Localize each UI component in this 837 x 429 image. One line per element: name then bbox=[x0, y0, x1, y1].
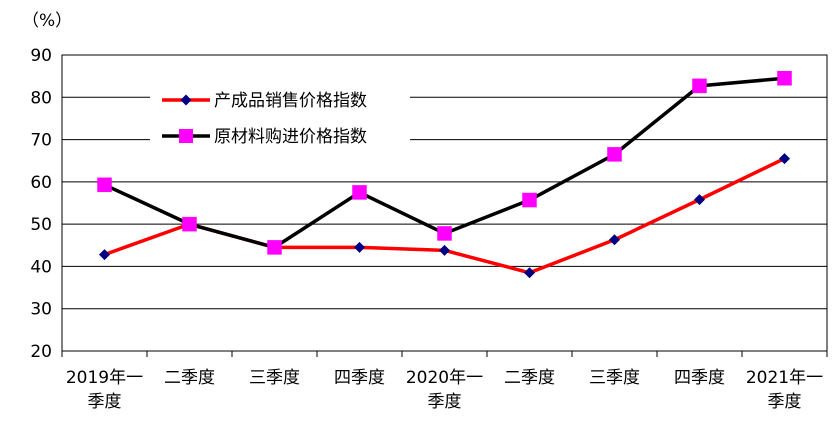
y-tick-labels: 20 30 40 50 60 70 80 90 bbox=[30, 46, 52, 362]
legend-label-1: 原材料购进价格指数 bbox=[214, 127, 367, 147]
series-0-point bbox=[694, 194, 705, 206]
legend-label-0: 产成品销售价格指数 bbox=[214, 91, 367, 111]
y-tick-label: 60 bbox=[30, 173, 52, 193]
series-1-point bbox=[182, 216, 197, 232]
series-0-point bbox=[354, 241, 365, 253]
axes bbox=[61, 54, 828, 357]
series-1-point bbox=[777, 71, 792, 86]
series-lines bbox=[97, 71, 792, 279]
series-1-point bbox=[692, 78, 707, 94]
series-0-point bbox=[524, 267, 535, 279]
x-tick-label: 三季度 bbox=[249, 368, 300, 388]
x-tick-labels: 2019年一季度 二季度 三季度 四季度 2020年一季度 二季度 三季度 四季度 2021年一… bbox=[66, 368, 823, 412]
x-tick-label: 二季度 bbox=[504, 368, 555, 388]
series-0-point bbox=[609, 234, 620, 246]
series-1-point bbox=[607, 147, 622, 162]
series-1-point bbox=[97, 177, 112, 193]
series-0-point bbox=[779, 153, 790, 165]
series-0-point bbox=[439, 244, 450, 256]
x-tick-label: 四季度 bbox=[674, 368, 725, 388]
x-tick-label: 三季度 bbox=[589, 368, 640, 388]
y-tick-label: 20 bbox=[30, 342, 52, 362]
plot-border bbox=[61, 54, 828, 352]
y-tick-label: 40 bbox=[30, 257, 52, 277]
y-tick-label: 90 bbox=[30, 46, 52, 66]
y-tick-label: 80 bbox=[30, 88, 52, 108]
x-tick-label: 四季度 bbox=[334, 368, 385, 388]
y-tick-label: 70 bbox=[30, 131, 52, 151]
series-1-point bbox=[352, 185, 367, 200]
x-tick-label: 2019年一季度 bbox=[66, 368, 143, 412]
y-tick-label: 30 bbox=[30, 300, 52, 320]
x-tick-label: 2020年一季度 bbox=[406, 368, 483, 412]
x-tick-label: 2021年一季度 bbox=[746, 368, 823, 412]
y-unit-label: （%） bbox=[22, 11, 72, 31]
y-tick-label: 50 bbox=[30, 215, 52, 235]
legend-marker-1 bbox=[179, 129, 193, 143]
series-0-point bbox=[99, 249, 110, 261]
series-1-point bbox=[437, 226, 452, 241]
legend-marker-0 bbox=[180, 94, 192, 106]
x-tick-label: 二季度 bbox=[164, 368, 215, 388]
series-1-point bbox=[267, 240, 282, 255]
series-1-point bbox=[522, 192, 537, 208]
